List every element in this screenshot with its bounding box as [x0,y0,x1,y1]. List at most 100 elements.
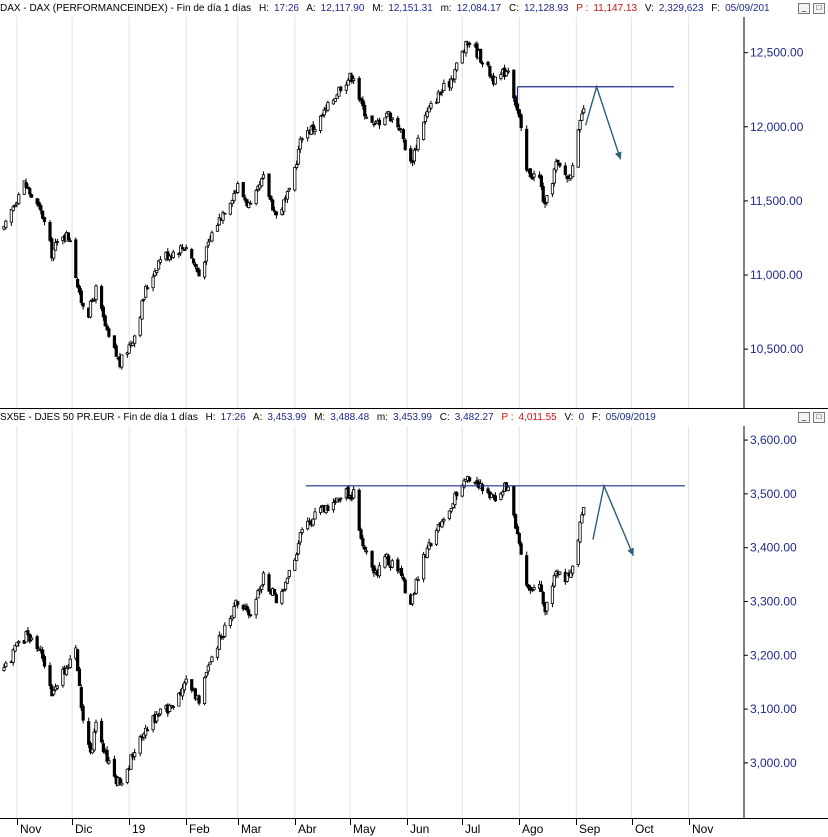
candle [215,645,220,661]
candle [453,490,457,509]
candle-body [177,693,181,707]
candle-body [383,556,387,568]
candle-body [42,656,47,667]
dax-maximize-button[interactable]: □ [813,3,825,14]
candle-body [215,647,220,658]
sx5e-a-value: 3,453.99 [267,412,307,423]
candle [193,687,198,701]
candle [272,588,277,595]
candle [79,288,83,305]
sx5e-minimize-button[interactable]: _ [798,412,810,423]
candle [171,705,175,710]
candle-body [193,688,198,700]
candle-body [388,112,393,122]
candle [512,69,516,102]
candle-body [41,210,45,219]
candle-body [493,76,497,85]
sx5e-chart-pane[interactable]: SX5E - DJES 50 PR.EUR - Fin de día 1 día… [0,409,828,818]
candle-body [313,128,317,132]
candle-body [156,714,161,717]
candle [558,162,562,169]
candle-body [64,667,69,676]
candle [228,202,232,216]
candle [462,478,466,489]
candle-body [363,546,367,550]
sx5e-candlestick-chart[interactable]: 3,600.00 3,500.00 3,400.00 3,300.00 3,200.00… [0,426,828,818]
candle [177,252,181,258]
candle-body [125,768,129,783]
candle [416,576,420,582]
candle-body [517,109,521,117]
candle [361,96,365,110]
candle [76,277,80,289]
dax-minimize-button[interactable]: _ [798,3,810,14]
candle [582,104,586,115]
candle [311,121,315,135]
candle-body [107,760,111,764]
candle [48,662,52,690]
candle [399,565,404,578]
candle-body [267,173,271,197]
candle-body [81,302,85,307]
dax-chart-pane[interactable]: DAX - DAX (PERFORMANCEINDEX) - Fin de dí… [0,0,828,409]
candle [515,100,520,114]
candle-body [403,139,407,150]
candle [545,601,549,615]
candle [326,503,330,512]
y-tick-label: 3,100.00 [750,702,797,716]
dax-f-label: F: [711,3,721,14]
dax-candlestick-chart[interactable]: 12,500.00 12,000.00 11,500.00 11,000.00 10,5… [0,17,828,408]
candle-body [519,543,523,555]
candle-body [68,658,72,668]
candle-body [453,69,457,80]
candle-body [17,641,21,644]
candle-body [94,721,98,732]
candle-body [493,495,497,502]
candle-body [296,149,301,165]
candle-body [92,731,96,751]
x-tick [632,819,633,825]
candle-body [390,560,394,568]
candle [203,676,207,706]
candle-body [35,636,39,650]
y-tick-label: 11,500.00 [750,194,803,208]
candle-body [401,129,405,140]
candle [64,665,69,677]
sx5e-m-value: 3,488.48 [330,412,370,423]
candle [370,550,374,571]
candle-body [364,550,369,553]
sx5e-p-value: 4,011.55 [518,412,557,423]
candle-body [249,614,253,617]
sx5e-maximize-button[interactable]: □ [813,412,825,423]
candle-body [582,108,586,114]
candle-body [13,645,17,652]
candle-body [280,209,284,215]
x-tick-label: Nov [692,822,714,836]
candle [155,270,159,276]
candle [396,557,400,574]
candle-body [326,102,330,111]
candle [11,648,15,666]
candle-body [145,729,150,732]
projection-arrow [584,84,622,160]
candle-body [480,62,485,65]
candle [66,232,71,242]
candle [370,115,374,124]
candle [254,597,258,619]
candle-body [528,168,532,178]
candle-body [210,656,214,662]
candle [77,284,82,296]
candle-body [114,345,118,357]
candle [76,648,80,672]
candle-body [215,225,220,232]
candle [363,544,367,553]
candle [42,654,47,669]
candle-body [92,299,96,302]
candle-body [506,486,510,491]
candle [442,517,446,525]
candle-body [318,115,323,131]
candle-body [112,335,117,349]
candle [17,640,21,647]
candle-body [361,99,365,107]
candle-body [282,199,286,212]
